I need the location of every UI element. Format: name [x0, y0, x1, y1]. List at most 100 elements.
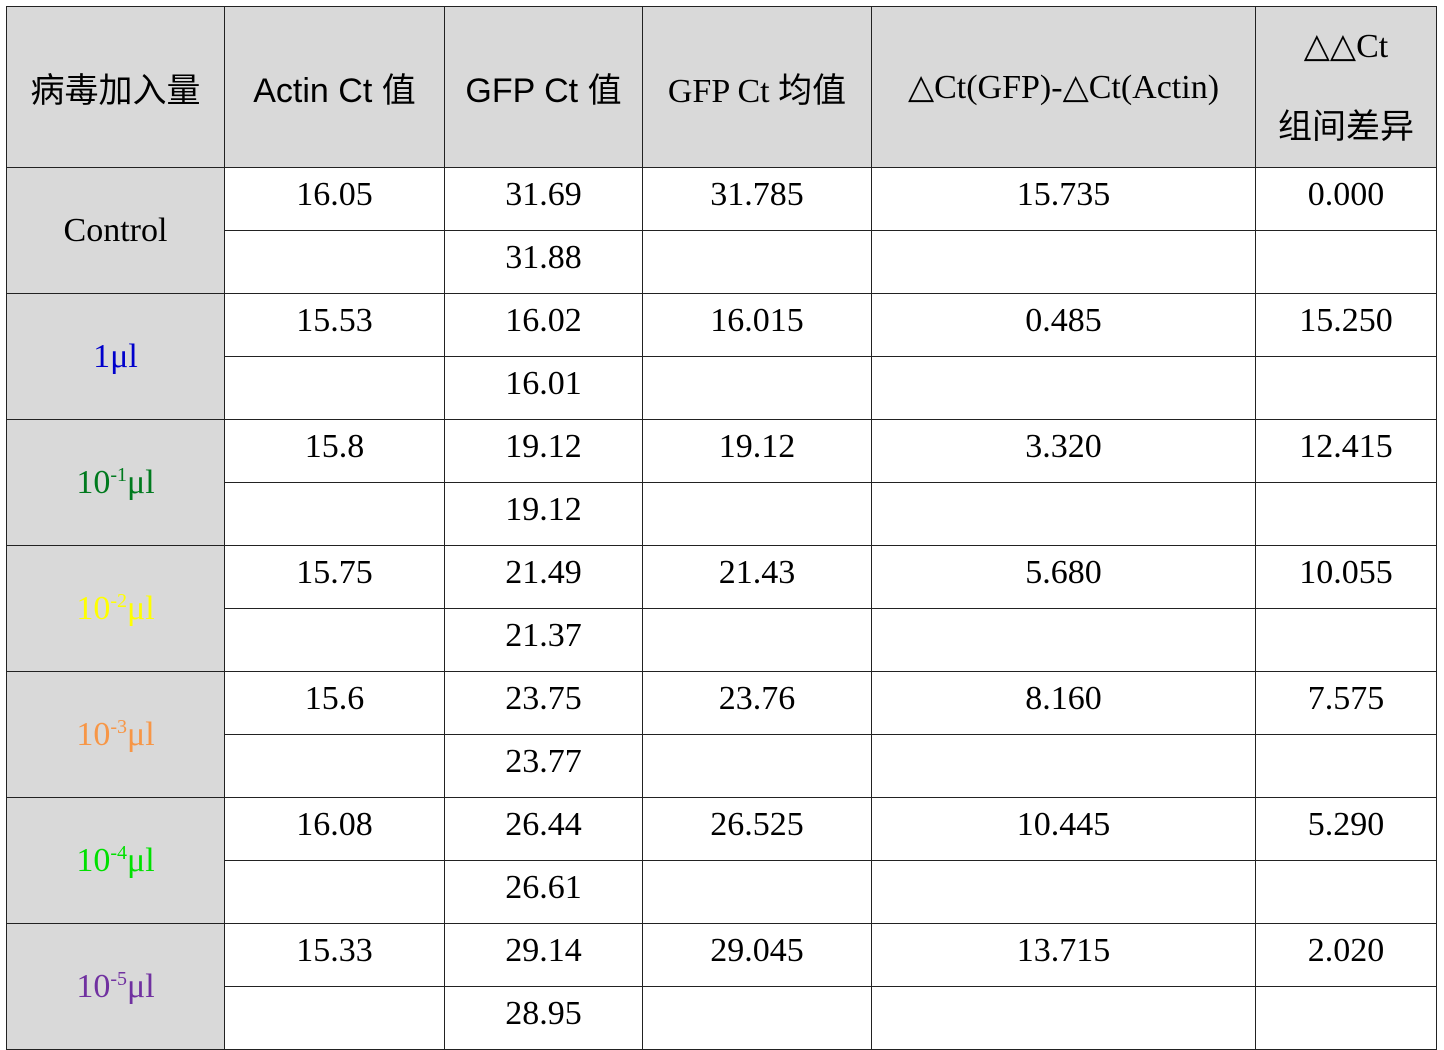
- value-cell: 15.735: [871, 167, 1256, 231]
- value-cell: 21.49: [444, 545, 643, 609]
- cell-text: 26.525: [710, 806, 804, 843]
- cell-text: 15.735: [1016, 176, 1111, 213]
- value-cell: 15.6: [224, 671, 445, 735]
- header-cell: △Ct(GFP)-△Ct(Actin): [871, 6, 1256, 168]
- value-cell: 7.575: [1255, 671, 1437, 735]
- value-cell: 15.75: [224, 545, 445, 609]
- value-cell: [1255, 482, 1437, 546]
- value-cell: [642, 608, 872, 672]
- value-cell: 16.01: [444, 356, 643, 420]
- value-cell: [224, 860, 445, 924]
- dose-part: 10: [76, 715, 111, 753]
- value-cell: [642, 734, 872, 798]
- dose-label: 10-3μl: [6, 671, 225, 798]
- dose-part: μl: [126, 967, 155, 1005]
- page: 病毒加入量 Actin Ct 值 GFP Ct 值 GFP Ct 均值 △Ct(GFP)…: [6, 6, 1437, 1050]
- value-cell: [642, 986, 872, 1050]
- dose-part: Control: [63, 211, 168, 249]
- value-cell: [1255, 230, 1437, 294]
- value-cell: [871, 608, 1256, 672]
- value-cell: 31.88: [444, 230, 643, 294]
- value-cell: 10.055: [1255, 545, 1437, 609]
- cell-text: 19.12: [505, 491, 582, 528]
- value-cell: 15.53: [224, 293, 445, 357]
- cell-text: 15.33: [296, 932, 373, 969]
- dose-label: 10-5μl: [6, 923, 225, 1050]
- value-cell: 26.61: [444, 860, 643, 924]
- cell-text: 21.49: [505, 554, 582, 591]
- value-cell: [871, 734, 1256, 798]
- value-cell: [1255, 860, 1437, 924]
- group-row: 1μl 15.53 16.02 16.015 0.485 15.250: [6, 293, 1437, 420]
- cell-text: 19.12: [718, 428, 796, 465]
- value-cell: 8.160: [871, 671, 1256, 735]
- cell-text: 16.05: [296, 176, 373, 213]
- cell-text: 29.045: [710, 932, 804, 969]
- cell-text: 26.61: [505, 869, 582, 906]
- value-cell: 29.045: [642, 923, 872, 987]
- cell-text: 15.8: [304, 428, 365, 465]
- cell-text: 31.88: [505, 239, 582, 276]
- value-cell: 16.08: [224, 797, 445, 861]
- cell-text: 10.445: [1016, 806, 1111, 843]
- value-cell: [871, 860, 1256, 924]
- value-cell: 16.02: [444, 293, 643, 357]
- value-cell: [224, 986, 445, 1050]
- cell-text: 16.02: [505, 302, 582, 339]
- dose-label: 10-2μl: [6, 545, 225, 672]
- value-cell: [871, 356, 1256, 420]
- header-cell: GFP Ct 值: [444, 6, 643, 168]
- value-cell: 21.43: [642, 545, 872, 609]
- header-cell: GFP Ct 均值: [642, 6, 872, 168]
- cell-text: 0.485: [1025, 302, 1102, 339]
- cell-text: 26.44: [505, 806, 582, 843]
- dose-part: μl: [126, 715, 155, 753]
- cell-text: 21.43: [718, 554, 796, 591]
- cell-text: 0.000: [1307, 176, 1385, 213]
- value-cell: [224, 356, 445, 420]
- value-cell: 15.8: [224, 419, 445, 483]
- header-text: GFP Ct 值: [465, 71, 622, 110]
- value-cell: [871, 986, 1256, 1050]
- cell-text: 19.12: [505, 428, 582, 465]
- dose-label: 10-4μl: [6, 797, 225, 924]
- value-cell: 0.000: [1255, 167, 1437, 231]
- dose-part: -1: [110, 463, 127, 486]
- cell-text: 15.75: [296, 554, 373, 591]
- cell-text: 10.055: [1299, 554, 1393, 591]
- value-cell: 3.320: [871, 419, 1256, 483]
- cell-text: 21.37: [505, 617, 582, 654]
- value-cell: [1255, 356, 1437, 420]
- value-cell: [871, 482, 1256, 546]
- header-cell: △△Ct 组间差异: [1255, 6, 1437, 168]
- value-cell: [1255, 986, 1437, 1050]
- header-text: GFP Ct 均值: [667, 72, 847, 110]
- dose-part: 10: [76, 967, 111, 1005]
- cell-text: 23.76: [718, 680, 796, 717]
- cell-text: 16.08: [296, 806, 373, 843]
- value-cell: [224, 230, 445, 294]
- cell-text: 5.290: [1307, 806, 1385, 843]
- value-cell: 19.12: [642, 419, 872, 483]
- cell-text: 31.785: [710, 176, 804, 213]
- dose-part: 10: [76, 841, 111, 879]
- dose-part: μl: [126, 589, 155, 627]
- dose-part: μl: [126, 463, 155, 501]
- dose-label: Control: [6, 167, 225, 294]
- group-row: 10-5μl 15.33 29.14 29.045 13.715 2.020: [6, 923, 1437, 1050]
- group-row: 16.01: [7, 356, 1437, 420]
- dose-label: 1μl: [6, 293, 225, 420]
- dose-part: -3: [110, 715, 127, 738]
- cell-text: 8.160: [1025, 680, 1102, 717]
- value-cell: 15.33: [224, 923, 445, 987]
- value-cell: 31.785: [642, 167, 872, 231]
- cell-text: 15.6: [304, 680, 365, 717]
- value-cell: [871, 230, 1256, 294]
- value-cell: 2.020: [1255, 923, 1437, 987]
- table-body: Control 16.05 31.69 31.785 15.735 0.000 31.88 1…: [6, 167, 1437, 1050]
- header-line: △△Ct: [1303, 28, 1389, 65]
- value-cell: [1255, 734, 1437, 798]
- value-cell: [642, 860, 872, 924]
- header-text: Actin Ct 值: [253, 71, 416, 110]
- value-cell: 16.015: [642, 293, 872, 357]
